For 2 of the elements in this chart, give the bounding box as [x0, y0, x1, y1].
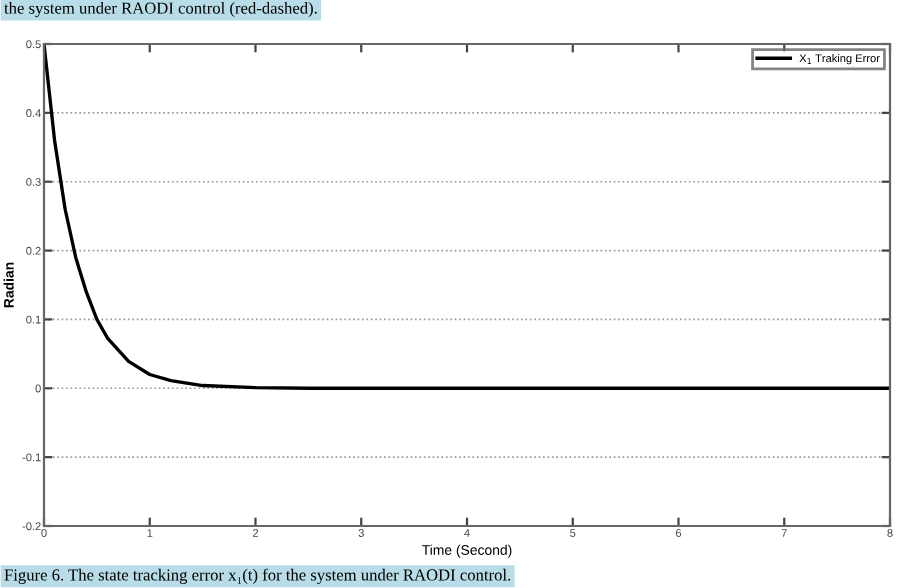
caption: Figure 6. The state tracking error x₁(t) for the system under RAODI control.	[4, 568, 511, 584]
text: the system under RAODI control (red-dashed).	[4, 2, 317, 18]
